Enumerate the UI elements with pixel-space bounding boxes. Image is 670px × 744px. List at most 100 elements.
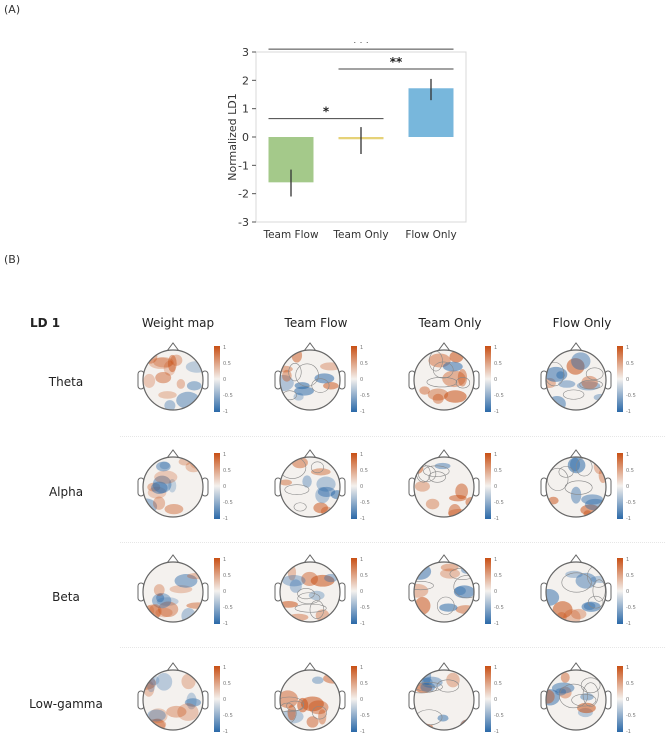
nose-outline — [569, 342, 583, 352]
negative-blob — [155, 672, 173, 691]
positive-blob — [166, 705, 187, 718]
contour-line — [312, 705, 327, 720]
colorbar-tick-label: 0.5 — [360, 681, 368, 687]
positive-blob — [444, 390, 467, 403]
negative-blob — [324, 573, 338, 583]
positive-blob — [148, 357, 173, 369]
colorbar-tick-label: 0 — [360, 377, 363, 383]
positive-blob — [300, 696, 324, 712]
nose-outline — [166, 554, 180, 564]
colorbar-tick-label: 0.5 — [360, 573, 368, 579]
contour-line — [294, 603, 327, 613]
nose-outline — [303, 662, 317, 672]
colorbar-tick-label: 1 — [626, 557, 629, 563]
colorbar-tick-label: -0.5 — [223, 605, 233, 611]
colorbar-tick-label: -1 — [494, 409, 499, 415]
topoplot: 1 0.5 0 -0.5 -1 — [274, 662, 370, 735]
topoplot: 1 0.5 0 -0.5 -1 — [540, 662, 636, 735]
colorbar-tick-label: -1 — [360, 729, 365, 735]
positive-blob — [163, 360, 176, 376]
contour-line — [295, 363, 319, 387]
head-background — [414, 457, 474, 517]
colorbar-tick-label: -1 — [626, 621, 631, 627]
topoplot: 1 0.5 0 -0.5 -1 — [540, 449, 636, 522]
contour-line — [559, 683, 589, 709]
positive-blob — [287, 704, 296, 721]
colorbar-tick-label: 1 — [494, 345, 497, 351]
positive-blob — [147, 486, 167, 499]
colorbar-tick-label: 0.5 — [626, 573, 634, 579]
colorbar — [617, 666, 623, 732]
contour-line — [293, 502, 307, 512]
head-background — [143, 562, 203, 622]
activation-blobs — [143, 350, 203, 410]
colorbar-tick-label: 1 — [494, 557, 497, 563]
colorbar — [617, 346, 623, 412]
colorbar — [214, 558, 220, 624]
negative-blob — [184, 698, 202, 707]
negative-blob — [156, 461, 171, 472]
negative-blob — [280, 374, 294, 392]
contour-line — [455, 377, 471, 389]
head-outline — [279, 456, 341, 518]
head-outline — [142, 349, 204, 411]
negative-blob — [282, 575, 306, 587]
y-tick-label: 2 — [242, 74, 249, 87]
colorbar-tick-label: -1 — [223, 621, 228, 627]
positive-blob — [280, 479, 293, 486]
head-outline — [545, 669, 607, 731]
column-header-team-flow: Team Flow — [284, 316, 348, 330]
colorbar-tick-label: 0 — [494, 697, 497, 703]
positive-blob — [143, 373, 156, 388]
colorbar-tick-label: -0.5 — [494, 393, 504, 399]
positive-blob — [570, 608, 587, 620]
contour-line — [580, 677, 601, 694]
x-tick-label: Team Flow — [262, 229, 318, 241]
colorbar-tick-label: 1 — [223, 557, 226, 563]
negative-blob — [294, 382, 310, 390]
negative-blob — [316, 476, 336, 492]
negative-blob — [156, 593, 165, 603]
head-outline — [413, 669, 475, 731]
nose-outline — [303, 554, 317, 564]
column-header-weight-map: Weight map — [141, 316, 215, 330]
positive-blob — [560, 672, 570, 683]
colorbar-tick-label: 1 — [223, 665, 226, 671]
colorbar-tick-label: -0.5 — [223, 393, 233, 399]
negative-blob — [546, 589, 560, 606]
contour-line — [414, 581, 434, 591]
contour-line — [428, 471, 447, 483]
colorbar-tick-label: 0.5 — [223, 573, 231, 579]
positive-blob — [153, 584, 165, 596]
positive-blob — [419, 386, 430, 395]
nose-outline — [569, 554, 583, 564]
colorbar-tick-label: 0 — [360, 484, 363, 490]
colorbar-tick-label: -0.5 — [626, 393, 636, 399]
y-tick-label: -1 — [238, 159, 249, 172]
negative-blob — [546, 718, 556, 730]
negative-blob — [181, 607, 196, 622]
contour-line — [585, 367, 604, 381]
head-outline — [545, 561, 607, 623]
positive-blob — [593, 458, 606, 475]
topoplot: 1 0.5 0 -0.5 -1 — [137, 342, 233, 415]
positive-blob — [155, 372, 172, 384]
row-label-theta: Theta — [48, 375, 84, 389]
head-background — [546, 670, 606, 730]
negative-blob — [555, 688, 567, 696]
negative-blob — [437, 714, 449, 722]
negative-blob — [151, 593, 172, 609]
contour-line — [436, 679, 460, 693]
contour-line — [280, 457, 307, 479]
contour-line — [582, 682, 599, 707]
negative-blob — [414, 402, 426, 410]
contour-line — [284, 484, 310, 495]
colorbar-tick-label: -0.5 — [360, 713, 370, 719]
activation-blobs — [414, 350, 471, 410]
head-background — [143, 350, 203, 410]
colorbar-tick-label: 0.5 — [626, 681, 634, 687]
colorbar — [351, 666, 357, 732]
negative-blob — [453, 585, 474, 599]
positive-blob — [186, 602, 203, 609]
y-tick-label: -3 — [238, 216, 249, 229]
